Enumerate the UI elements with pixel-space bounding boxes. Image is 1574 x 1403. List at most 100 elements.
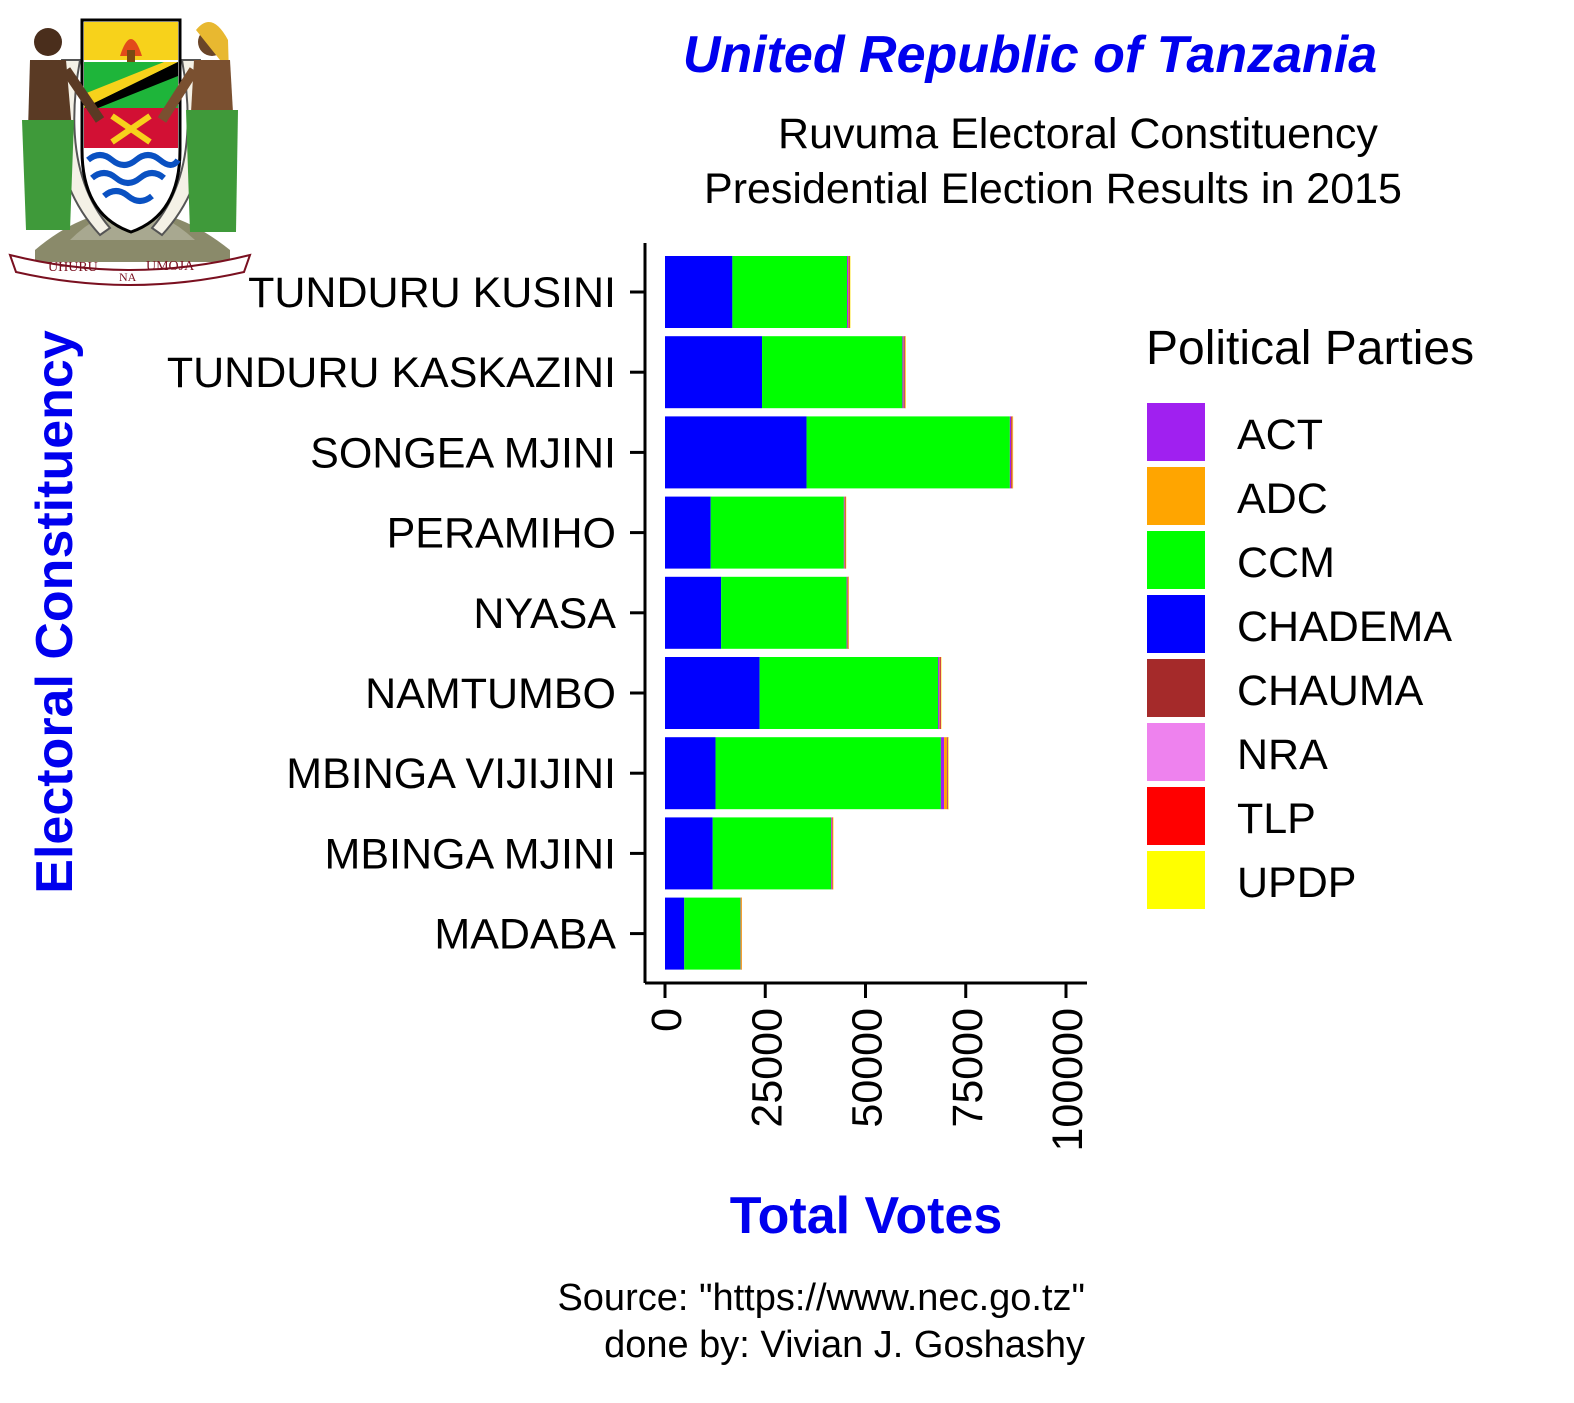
- category-label-tunduru-kusini: TUNDURU KUSINI: [248, 269, 616, 317]
- legend-label-tlp: TLP: [1237, 795, 1316, 843]
- bar-tunduru-kaskazini-act: [902, 336, 904, 409]
- bar-mbinga-mjini-updp: [832, 817, 834, 890]
- bar-songea-mjini-act: [1009, 416, 1012, 489]
- legend-label-nra: NRA: [1237, 731, 1328, 779]
- bars-group: [665, 256, 1014, 970]
- category-labels-group: TUNDURU KUSINI TUNDURU KASKAZINI SONGEA MJ…: [167, 269, 616, 959]
- legend-swatch-tlp: [1147, 787, 1205, 845]
- legend-title: Political Parties: [1146, 322, 1474, 375]
- bar-namtumbo-chauma: [939, 657, 941, 729]
- chart-title: United Republic of Tanzania: [683, 26, 1377, 84]
- x-tick-label-25000: 25000: [743, 1008, 791, 1128]
- x-tick-label-100000: 100000: [1044, 1008, 1092, 1152]
- bar-madaba-chadema: [665, 897, 685, 970]
- x-tick-label-0: 0: [643, 1008, 691, 1032]
- bar-namtumbo-act: [938, 657, 940, 729]
- legend-swatch-nra: [1147, 723, 1205, 781]
- bar-mbinga-vijijini-chadema: [665, 737, 716, 810]
- category-label-songea-mjini: SONGEA MJINI: [310, 429, 616, 477]
- bar-songea-mjini-chauma: [1011, 416, 1013, 489]
- bar-peramiho-updp: [845, 496, 847, 569]
- x-ticks-group: 0 25000 50000 75000 100000: [643, 983, 1092, 1152]
- x-tick-label-75000: 75000: [944, 1008, 992, 1128]
- bar-tunduru-kusini-act: [847, 256, 849, 328]
- legend-swatch-ccm: [1147, 531, 1205, 589]
- x-tick-label-50000: 50000: [844, 1008, 892, 1128]
- legend-swatch-chadema: [1147, 595, 1205, 653]
- bar-mbinga-vijijini-chauma: [946, 737, 948, 810]
- bar-mbinga-mjini-adc: [831, 817, 833, 890]
- bar-namtumbo-updp: [940, 657, 942, 729]
- bar-tunduru-kaskazini-adc: [903, 336, 905, 409]
- bar-tunduru-kusini-adc: [848, 256, 849, 328]
- x-axis-title: Total Votes: [730, 1187, 1003, 1245]
- bar-mbinga-vijijini-adc: [944, 737, 947, 810]
- category-label-madaba: MADABA: [434, 911, 616, 959]
- bar-peramiho-chauma: [845, 496, 846, 569]
- bar-madaba-updp: [741, 897, 742, 970]
- coat-of-arms-emblem: UHURU NA UMOJA: [8, 18, 252, 286]
- legend-label-act: ACT: [1237, 411, 1323, 459]
- bar-mbinga-mjini-chauma: [832, 817, 833, 890]
- bar-mbinga-mjini-ccm: [712, 817, 832, 890]
- y-ticks-group: [630, 290, 645, 936]
- bar-mbinga-mjini-chadema: [665, 817, 713, 890]
- bar-mbinga-vijijini-updp: [948, 737, 949, 810]
- bar-namtumbo-chadema: [665, 657, 760, 729]
- motto-left: UHURU: [48, 260, 98, 275]
- legend-swatch-updp: [1147, 851, 1205, 909]
- bar-songea-mjini-adc: [1011, 416, 1012, 489]
- bar-tunduru-kaskazini-chauma: [903, 336, 905, 409]
- bar-tunduru-kaskazini-updp: [905, 336, 906, 409]
- y-axis-title: Electoral Constituency: [26, 330, 84, 894]
- bar-songea-mjini-ccm: [806, 416, 1010, 489]
- bar-songea-mjini-updp: [1012, 416, 1014, 489]
- legend-label-chadema: CHADEMA: [1237, 603, 1452, 651]
- bar-peramiho-act: [843, 496, 845, 569]
- motto-center: NA: [119, 270, 137, 284]
- legend-label-updp: UPDP: [1237, 859, 1356, 907]
- bar-tunduru-kusini-chadema: [665, 256, 733, 328]
- bar-tunduru-kaskazini-chadema: [665, 336, 763, 409]
- legend-swatch-chauma: [1147, 659, 1205, 717]
- chart-subtitle-line-1: Ruvuma Electoral Constituency: [778, 110, 1378, 158]
- bar-namtumbo-adc: [939, 657, 940, 729]
- bar-nyasa-chadema: [665, 576, 722, 649]
- bar-tunduru-kusini-ccm: [732, 256, 848, 328]
- category-label-peramiho: PERAMIHO: [387, 510, 616, 558]
- bar-madaba-act: [740, 897, 741, 970]
- bar-peramiho-ccm: [710, 496, 844, 569]
- bar-tunduru-kaskazini-ccm: [762, 336, 903, 409]
- category-label-mbinga-vijijini: MBINGA VIJIJINI: [286, 750, 616, 798]
- category-label-namtumbo: NAMTUMBO: [365, 670, 616, 718]
- category-label-mbinga-mjini: MBINGA MJINI: [325, 830, 616, 878]
- motto-right: UMOJA: [146, 259, 195, 274]
- bar-mbinga-vijijini-act: [940, 737, 945, 810]
- legend-label-chauma: CHAUMA: [1237, 667, 1424, 715]
- bar-nyasa-updp: [848, 576, 849, 649]
- legend-swatch-act: [1147, 403, 1205, 461]
- bar-songea-mjini-chadema: [665, 416, 807, 489]
- category-label-tunduru-kaskazini: TUNDURU KASKAZINI: [167, 349, 616, 397]
- legend-label-ccm: CCM: [1237, 539, 1335, 587]
- legend-group: ACT ADC CCM CHADEMA CHAUMA NRA TLP UPDP: [1147, 403, 1452, 909]
- caption-source: Source: "https://www.nec.go.tz": [557, 1277, 1085, 1319]
- caption-author: done by: Vivian J. Goshashy: [604, 1324, 1085, 1366]
- bar-nyasa-chauma: [847, 576, 849, 649]
- legend-label-adc: ADC: [1237, 475, 1328, 523]
- chart-subtitle-line-2: Presidential Election Results in 2015: [704, 165, 1402, 213]
- bar-mbinga-vijijini-ccm: [715, 737, 941, 810]
- bar-nyasa-act: [846, 576, 848, 649]
- bar-mbinga-mjini-act: [831, 817, 832, 890]
- category-label-nyasa: NYASA: [473, 590, 616, 638]
- bar-nyasa-ccm: [721, 576, 847, 649]
- bar-nyasa-adc: [847, 576, 848, 649]
- bar-tunduru-kusini-updp: [849, 256, 851, 328]
- bar-peramiho-chadema: [665, 496, 711, 569]
- legend-swatch-adc: [1147, 467, 1205, 525]
- bar-madaba-ccm: [684, 897, 741, 970]
- bar-namtumbo-ccm: [759, 657, 939, 729]
- bar-tunduru-kusini-chauma: [848, 256, 850, 328]
- bar-peramiho-adc: [844, 496, 846, 569]
